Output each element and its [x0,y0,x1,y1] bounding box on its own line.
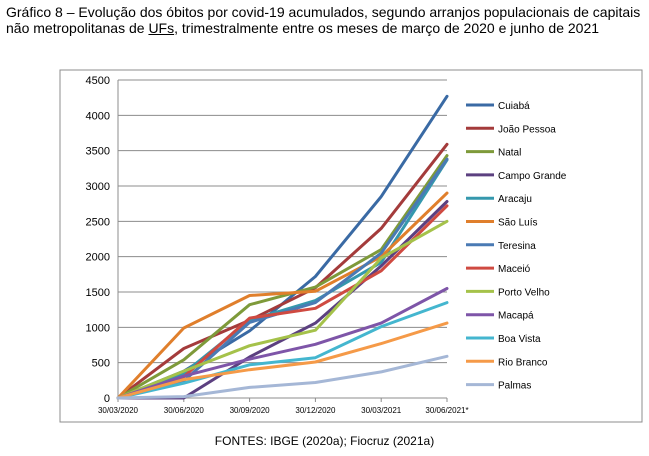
x-tick-label: 30/12/2020 [295,406,336,415]
y-tick-label: 3000 [86,181,110,193]
y-tick-label: 3500 [86,146,110,158]
title-text-after: , trimestralmente entre os meses de març… [174,20,600,36]
series-lines [116,94,449,400]
legend-label: Porto Velho [498,287,550,298]
series-line [116,154,449,400]
title-text-before: Gráfico 8 – Evolução dos óbitos por covi… [6,4,641,36]
legend-label: Palmas [498,381,531,392]
y-tick-label: 4500 [86,75,110,87]
chart-frame [59,69,643,423]
legend-label: Aracaju [498,194,532,205]
legend-label: Maceió [498,264,531,275]
legend-label: São Luís [498,218,537,229]
legend-label: Rio Branco [498,357,548,368]
y-tick-label: 500 [92,358,110,370]
legend-label: Boa Vista [498,334,541,345]
legend-label: Macapá [498,311,534,322]
y-tick-labels: 0 500 1000 1500 2000 2500 3000 3500 4000 4500 [86,75,110,405]
legend-label: Natal [498,148,521,159]
series-line [116,191,449,400]
series-line [116,219,449,400]
series-line [116,354,449,400]
x-tick-label: 30/06/2021* [425,406,468,415]
y-gridlines [118,79,447,364]
series-line [116,287,449,400]
legend-label: Campo Grande [498,171,567,182]
x-tick-label: 30/09/2020 [230,406,271,415]
legend-label: Cuiabá [498,101,530,112]
legend-label: João Pessoa [498,124,556,135]
x-tick-label: 30/03/2020 [98,406,139,415]
y-tick-label: 1500 [86,287,110,299]
x-tick-label: 30/06/2020 [164,406,205,415]
series-line [116,142,449,400]
y-tick-label: 4000 [86,110,110,122]
series-line [116,301,449,400]
legend-label: Teresina [498,241,536,252]
series-line [116,321,449,400]
title-text-ufs: UFs [148,20,175,36]
y-tick-label: 2500 [86,216,110,228]
x-tick-labels: 30/03/2020 30/06/2020 30/09/2020 30/12/2020… [98,406,469,415]
x-tick-label: 30/03/2021 [361,406,402,415]
legend: Cuiabá João Pessoa Natal Campo Grande Aracaj… [466,101,567,392]
chart-title: Gráfico 8 – Evolução dos óbitos por covi… [6,4,642,36]
y-tick-label: 0 [104,393,110,405]
y-tick-label: 1000 [86,322,110,334]
y-tick-label: 2000 [86,252,110,264]
source-note: FONTES: IBGE (2020a); Fiocruz (2021a) [214,434,435,448]
